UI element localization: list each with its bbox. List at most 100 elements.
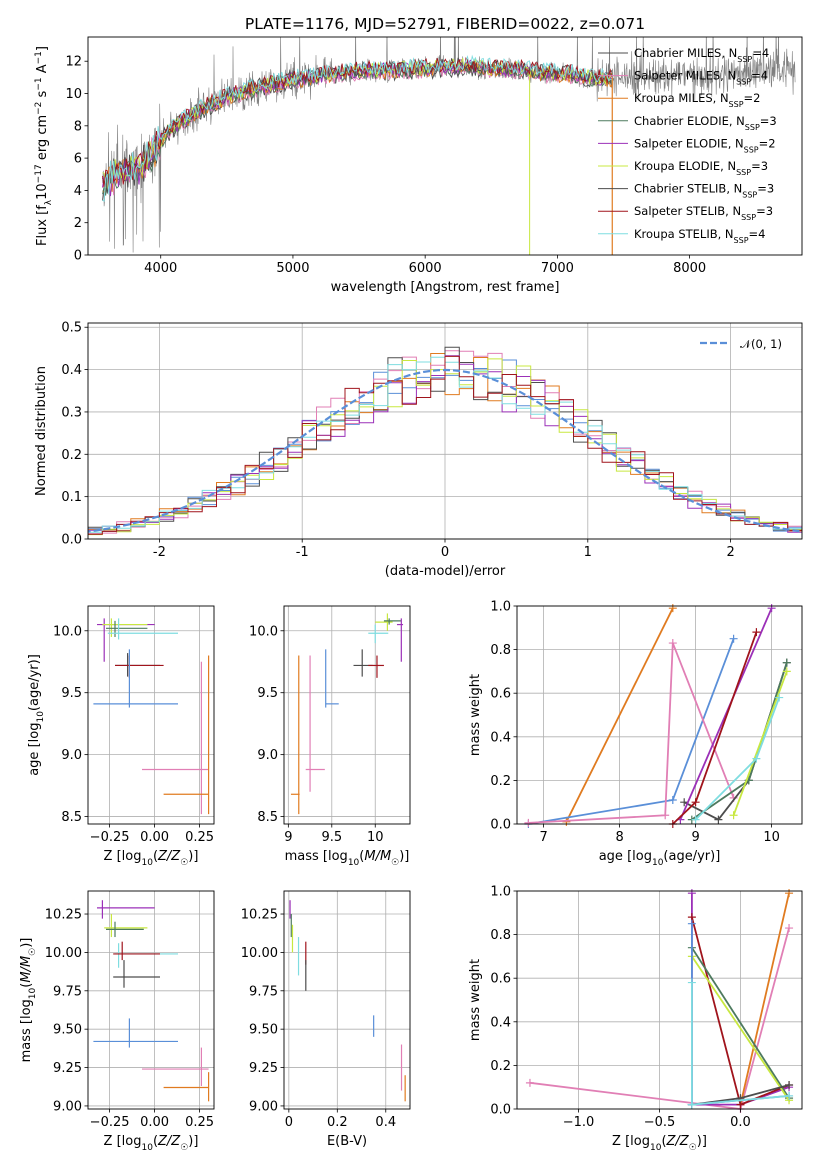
x-axis-label: Z [log10(Z/Z☉)] — [104, 849, 199, 868]
model-fit-line — [102, 54, 613, 203]
x-tick-label: 9 — [691, 830, 699, 845]
x-tick-label: 6000 — [409, 261, 442, 276]
y-tick-label: 4 — [74, 184, 82, 199]
x-tick-label: -1 — [296, 545, 309, 560]
legend-series-name: Chabrier MILES, N — [634, 46, 737, 60]
x-tick-label: 7 — [539, 830, 547, 845]
y-tick-label: 9.75 — [249, 984, 278, 999]
legend-entry: Chabrier STELIB, NSSP=3 — [634, 182, 774, 200]
legend-nssp: =3 — [756, 204, 773, 218]
x-tick-label: 7000 — [541, 261, 574, 276]
x-axis-label: age [log10(age/yr)] — [599, 849, 721, 868]
legend-series-name: Salpeter ELODIE, N — [634, 136, 744, 150]
mass-weight-marker — [767, 604, 776, 613]
mass-weight-line — [691, 947, 790, 1099]
x-axis-label: mass [log10(M/M☉)] — [285, 849, 410, 868]
x-tick-label: 0.00 — [140, 830, 169, 845]
axes-frame — [87, 605, 215, 825]
x-tick-label: 1 — [584, 545, 592, 560]
axes-frame — [516, 605, 803, 825]
x-tick-label: −0.5 — [644, 1115, 676, 1130]
mass-weight-marker — [729, 634, 738, 643]
legend-nssp: =4 — [751, 69, 768, 83]
x-tick-label: 0.2 — [327, 1115, 348, 1130]
legend-series-name: Chabrier STELIB, N — [634, 182, 742, 196]
x-tick-label: 5000 — [276, 261, 309, 276]
legend-series-name: Kroupa STELIB, N — [634, 227, 734, 241]
y-tick-label: 9.25 — [53, 1061, 82, 1076]
y-tick-label: 0.6 — [490, 687, 511, 702]
y-tick-label: 9.50 — [249, 1023, 278, 1038]
y-tick-label: 9.75 — [53, 984, 82, 999]
mass-weight-marker — [785, 889, 794, 898]
plot-area — [524, 604, 791, 828]
mass-weight-marker — [687, 919, 696, 928]
y-tick-label: 8.5 — [61, 810, 82, 825]
residual-histogram — [88, 355, 802, 535]
y-tick-label: 0.4 — [490, 730, 511, 745]
x-axis-label: wavelength [Angstrom, rest frame] — [331, 280, 560, 295]
y-tick-label: 10.0 — [249, 624, 278, 639]
y-tick-label: 0.1 — [61, 490, 82, 505]
x-axis-label: (data-model)/error — [385, 564, 506, 579]
axes-weight_vs_age: 7 8 9 10 0.0 0.2 0.4 0.6 0.8 1.0 age [log10(age/yr… — [468, 600, 803, 868]
grid — [284, 891, 410, 1109]
y-tick-label: 0.3 — [61, 405, 82, 420]
x-tick-label: 0.00 — [140, 1115, 169, 1130]
y-tick-label: 0.2 — [61, 448, 82, 463]
y-axis-label: Flux [fλ10−17 erg cm−2 s−1 A−1] — [34, 46, 54, 246]
x-tick-label: −0.25 — [90, 1115, 130, 1130]
mass-weight-marker — [680, 798, 689, 807]
x-tick-label: 9 — [284, 830, 292, 845]
mass-weight-marker — [668, 604, 677, 613]
mass-weight-marker — [661, 811, 670, 820]
mass-weight-marker — [687, 889, 696, 898]
y-tick-label: 0.8 — [490, 643, 511, 658]
y-tick-label: 0.4 — [490, 1015, 511, 1030]
mass-weight-marker — [691, 798, 700, 807]
x-tick-label: 9.5 — [321, 830, 342, 845]
axes-frame — [516, 890, 803, 1110]
legend-nssp: =3 — [757, 182, 774, 196]
mass-weight-marker — [687, 978, 696, 987]
axes-frame — [87, 36, 803, 256]
x-tick-label: −1.0 — [563, 1115, 595, 1130]
x-tick-label: 10 — [763, 830, 780, 845]
mass-weight-marker — [668, 796, 677, 805]
y-tick-label: 1.0 — [490, 600, 511, 615]
x-tick-label: −0.25 — [90, 830, 130, 845]
plot-area — [102, 37, 796, 255]
y-tick-label: 12 — [65, 55, 82, 70]
mass-weight-line — [691, 955, 790, 1101]
axes-age_vs_mass: 9 9.5 10 8.5 9.0 9.5 10.0 mass [log10(M/M☉)] — [249, 605, 411, 868]
y-axis-label: mass weight — [468, 959, 483, 1041]
y-tick-label: 8 — [74, 119, 82, 134]
x-tick-label: 0.25 — [185, 830, 214, 845]
x-tick-label: 0 — [285, 1115, 293, 1130]
y-tick-label: 0.5 — [61, 321, 82, 336]
x-axis-label: E(B-V) — [327, 1134, 367, 1149]
mass-weight-line — [672, 631, 758, 825]
mass-weight-line — [739, 892, 790, 1105]
y-axis-label: mass [log10(M/M☉)] — [19, 938, 38, 1063]
legend-entry: Chabrier MILES, NSSP=4 — [634, 46, 769, 64]
y-axis-label: age [log10(age/yr)] — [27, 654, 46, 776]
mass-weight-marker — [668, 639, 677, 648]
mass-weight-marker — [687, 1100, 696, 1109]
mass-weight-line — [528, 642, 735, 824]
model-fit-line — [102, 63, 613, 201]
y-tick-label: 0.2 — [490, 1059, 511, 1074]
plot-area — [93, 900, 210, 1102]
y-tick-label: 0 — [74, 249, 82, 264]
axes-frame — [283, 605, 411, 825]
grid — [517, 890, 802, 1110]
legend-nssp: =3 — [760, 114, 777, 128]
mass-weight-marker — [785, 924, 794, 933]
y-tick-label: 9.50 — [53, 1023, 82, 1038]
mass-weight-marker — [752, 628, 761, 637]
legend-series-name: Kroupa ELODIE, N — [634, 159, 736, 173]
spectrum-layer — [102, 37, 796, 255]
axes-frame — [87, 890, 215, 1110]
legend-nssp: =4 — [749, 227, 766, 241]
axes-mass_vs_ebv: 0 0.2 0.4 9.00 9.25 9.50 9.75 10.00 10.25 E(B-V) — [241, 890, 411, 1149]
